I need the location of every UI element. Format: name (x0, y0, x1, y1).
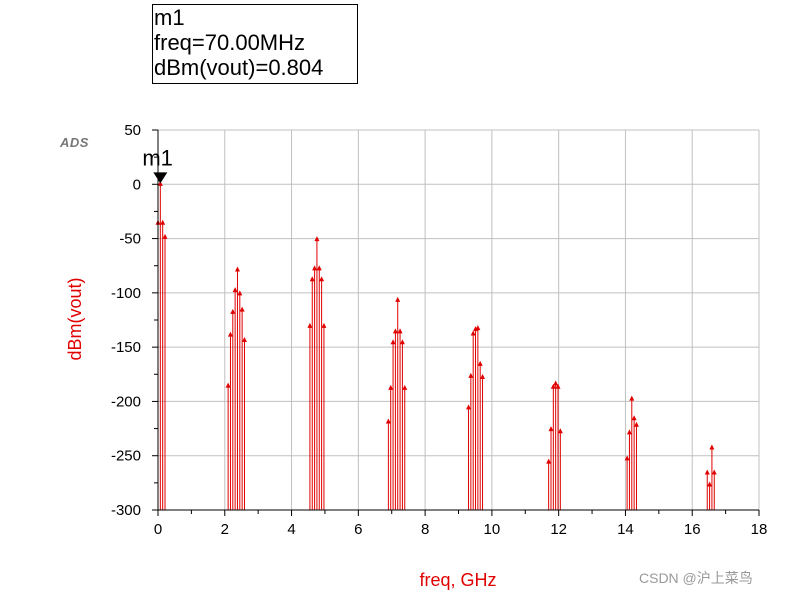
x-tick-label: 10 (484, 521, 501, 538)
stem-point-marker (225, 382, 231, 388)
stem-point-marker (633, 421, 639, 427)
stem-point-marker (468, 372, 474, 378)
stem-point-marker (232, 287, 238, 293)
stem-point-marker (557, 428, 563, 434)
stem-point-marker (553, 380, 559, 386)
stem-point-marker (626, 429, 632, 435)
stem-point-marker (631, 415, 637, 421)
stem-point-marker (392, 328, 398, 334)
stem-point-marker (548, 426, 554, 432)
stem-point-marker (546, 458, 552, 464)
stem-point-marker (241, 337, 247, 343)
stem-point-marker (319, 276, 325, 282)
stem-point-marker (624, 455, 630, 461)
stem-point-marker (629, 395, 635, 401)
y-tick-label: -300 (111, 502, 141, 519)
marker-freq: freq=70.00MHz (154, 30, 306, 55)
x-tick-label: 14 (617, 521, 634, 538)
marker-m1: m1 (142, 145, 173, 184)
stem-point-marker (402, 384, 408, 390)
marker-readout-box: m1 freq=70.00MHz dBm(vout)=0.804 (152, 4, 358, 84)
x-tick-label: 4 (287, 521, 295, 538)
x-tick-label: 6 (354, 521, 362, 538)
x-tick-label: 16 (684, 521, 701, 538)
watermark-text: CSDN @沪上菜鸟 (639, 570, 753, 586)
stem-point-marker (480, 373, 486, 379)
stem-point-marker (314, 236, 320, 242)
stem-point-marker (309, 276, 315, 282)
stem-point-marker (466, 404, 472, 410)
x-axis-label: freq, GHz (419, 570, 496, 590)
stem-point-marker (237, 290, 243, 296)
y-tick-label: -200 (111, 393, 141, 410)
y-tick-label: -50 (119, 231, 141, 248)
stem-point-marker (312, 265, 318, 271)
stem-point-marker (704, 469, 710, 475)
stem-point-marker (234, 266, 240, 272)
marker-name: m1 (154, 5, 185, 30)
x-tick-label: 0 (154, 521, 162, 538)
y-tick-label: -250 (111, 448, 141, 465)
marker-value: dBm(vout)=0.804 (154, 55, 324, 80)
stem-point-marker (307, 322, 313, 328)
stem-series (155, 180, 717, 510)
stem-point-marker (399, 339, 405, 345)
stem-point-marker (321, 322, 327, 328)
stem-point-marker (385, 418, 391, 424)
stem-point-marker (239, 306, 245, 312)
grid (157, 129, 760, 511)
stem-point-marker (709, 444, 715, 450)
marker-label: m1 (142, 145, 173, 170)
stem-point-marker (470, 330, 476, 336)
x-tick-label: 18 (751, 521, 768, 538)
stem-point-marker (160, 219, 166, 225)
stem-point-marker (477, 360, 483, 366)
x-tick-label: 2 (221, 521, 229, 538)
stem-point-marker (227, 331, 233, 337)
stem-point-marker (475, 325, 481, 331)
stem-point-marker (230, 308, 236, 314)
y-tick-label: 0 (133, 176, 141, 193)
marker-triangle-icon (153, 172, 168, 184)
stem-point-marker (707, 481, 713, 487)
stem-point-marker (395, 296, 401, 302)
y-tick-label: -150 (111, 339, 141, 356)
stem-point-marker (555, 383, 561, 389)
y-tick-label: -100 (111, 285, 141, 302)
stem-point-marker (390, 339, 396, 345)
stem-point-marker (550, 383, 556, 389)
ads-logo: ADS (60, 135, 89, 150)
x-tick-label: 12 (550, 521, 567, 538)
stem-point-marker (711, 469, 717, 475)
y-axis-label: dBm(vout) (65, 277, 85, 360)
stem-point-marker (162, 233, 168, 239)
x-tick-label: 8 (421, 521, 429, 538)
stem-point-marker (388, 384, 394, 390)
axes: 0 2 4 6 8 10 12 14 16 18 50 0 -50 -100 -150 -200 -250 -30… (111, 122, 767, 538)
y-tick-label: 50 (124, 122, 141, 139)
stem-point-marker (397, 328, 403, 334)
stem-point-marker (316, 265, 322, 271)
